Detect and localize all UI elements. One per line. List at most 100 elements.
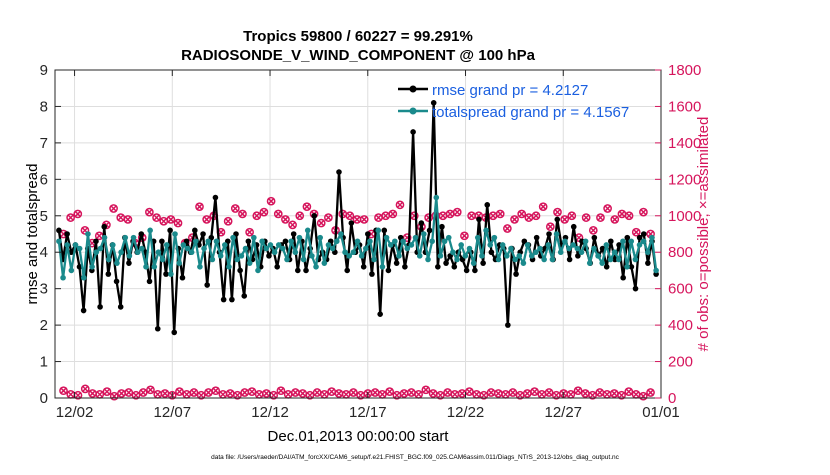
totalspread-point xyxy=(591,245,597,252)
obs-assimilated-cross xyxy=(632,390,640,398)
rmse-point xyxy=(480,260,486,266)
obs-assimilated-cross xyxy=(342,390,350,398)
obs-assimilated-marker xyxy=(624,387,634,396)
obs-possible-marker xyxy=(245,227,254,237)
totalspread-point xyxy=(479,253,485,259)
obs-possible-cross xyxy=(231,204,239,213)
obs-possible-marker xyxy=(281,215,290,224)
obs-possible-marker xyxy=(202,215,212,224)
totalspread-point xyxy=(93,249,100,256)
totalspread-point xyxy=(367,238,373,245)
obs-assimilated-cross xyxy=(386,388,394,396)
totalspread-point xyxy=(60,274,66,281)
obs-possible-marker xyxy=(195,202,204,212)
totalspread-point xyxy=(205,238,212,245)
obs-assimilated-cross xyxy=(465,388,473,396)
totalspread-point xyxy=(470,260,477,266)
rmse-point xyxy=(365,231,371,237)
obs-assimilated-cross xyxy=(212,387,220,395)
obs-possible-marker xyxy=(452,207,462,217)
obs-assimilated-cross xyxy=(262,389,270,397)
totalspread-point xyxy=(458,242,464,248)
rmse-point xyxy=(484,202,491,208)
obs-possible-cross xyxy=(439,212,447,220)
obs-possible-cross xyxy=(224,217,232,225)
obs-possible-cross xyxy=(553,208,562,216)
rmse-point xyxy=(554,216,561,223)
totalspread-point xyxy=(280,245,286,252)
rmse-point xyxy=(608,238,614,245)
y-left-tick-label: 0 xyxy=(40,390,48,407)
totalspread-point xyxy=(213,238,220,245)
obs-possible-cross xyxy=(539,203,547,211)
y-right-tick-label: 1600 xyxy=(668,98,701,115)
obs-possible-cross xyxy=(74,210,82,218)
totalspread-point xyxy=(72,242,79,248)
totalspread-point xyxy=(512,256,518,263)
obs-assimilated-cross xyxy=(545,389,553,397)
obs-assimilated-cross xyxy=(581,389,589,397)
obs-possible-marker xyxy=(145,207,154,217)
obs-possible-cross xyxy=(460,232,468,240)
obs-possible-marker xyxy=(395,200,405,210)
obs-possible-cross xyxy=(604,204,612,213)
obs-possible-cross xyxy=(253,212,261,220)
obs-assimilated-cross xyxy=(277,387,285,395)
obs-assimilated-cross xyxy=(429,389,437,397)
rmse-point xyxy=(533,234,540,241)
obs-possible-marker xyxy=(223,216,233,226)
rmse-point xyxy=(381,227,388,234)
obs-assimilated-marker xyxy=(131,390,141,400)
obs-assimilated-cross xyxy=(349,389,357,397)
totalspread-point xyxy=(416,253,423,259)
y-right-tick-label: 1000 xyxy=(668,208,701,225)
obs-assimilated-cross xyxy=(516,391,524,399)
obs-possible-marker xyxy=(517,209,527,219)
obs-possible-marker xyxy=(288,220,297,230)
y-axis-right-label: # of obs: o=possible; ×=assimilated xyxy=(695,117,712,352)
totalspread-point xyxy=(358,253,365,259)
totalspread-point xyxy=(271,249,278,256)
totalspread-point xyxy=(333,238,340,245)
y-right-tick-label: 1400 xyxy=(668,135,701,152)
totalspread-point xyxy=(313,264,319,270)
rmse-point xyxy=(402,264,408,270)
y-left-tick-label: 3 xyxy=(40,281,48,298)
rmse-point xyxy=(472,267,478,274)
y-left-tick-label: 9 xyxy=(40,62,48,79)
obs-possible-cross xyxy=(618,210,626,218)
obs-possible-cross xyxy=(117,214,125,222)
totalspread-point xyxy=(346,253,353,259)
obs-assimilated-cross xyxy=(415,390,423,398)
rmse-point xyxy=(64,231,70,237)
rmse-point xyxy=(237,267,243,274)
obs-assimilated-cross xyxy=(291,389,299,397)
rmse-point xyxy=(521,238,528,245)
rmse-point xyxy=(183,238,190,245)
obs-possible-cross xyxy=(274,210,282,218)
obs-possible-marker xyxy=(503,224,512,233)
totalspread-point xyxy=(400,238,406,245)
rmse-point xyxy=(546,231,552,237)
obs-assimilated-cross xyxy=(610,389,618,397)
totalspread-point xyxy=(242,245,249,252)
obs-possible-cross xyxy=(324,214,332,222)
legend-totalspread-marker xyxy=(409,107,417,115)
obs-assimilated-cross xyxy=(219,390,227,398)
totalspread-point xyxy=(329,245,336,252)
obs-assimilated-marker xyxy=(638,391,648,401)
y-right-tick-label: 1200 xyxy=(668,171,701,188)
obs-assimilated-marker xyxy=(479,390,489,400)
totalspread-point xyxy=(628,238,635,245)
totalspread-point xyxy=(545,242,552,248)
rmse-point xyxy=(435,264,441,270)
obs-assimilated-marker xyxy=(175,387,184,396)
rmse-point xyxy=(603,264,610,270)
obs-assimilated-marker xyxy=(508,388,518,397)
rmse-point xyxy=(294,267,301,274)
obs-assimilated-cross xyxy=(204,389,212,397)
obs-possible-marker xyxy=(624,211,634,221)
obs-assimilated-cross xyxy=(125,389,133,397)
obs-assimilated-cross xyxy=(502,390,510,398)
obs-assimilated-cross xyxy=(444,389,452,397)
